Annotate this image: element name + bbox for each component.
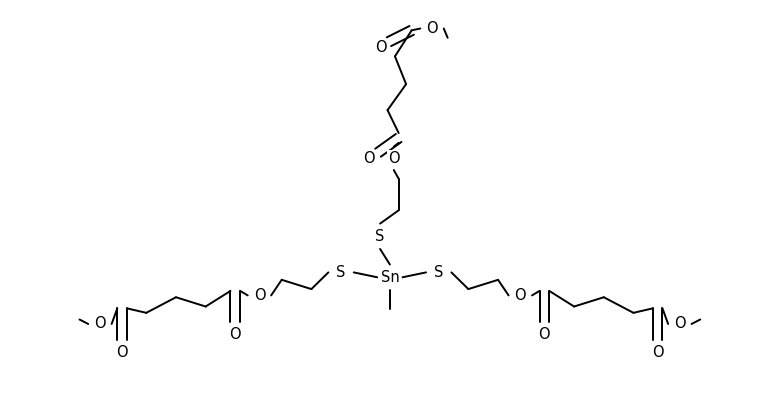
Text: O: O [674,316,685,332]
Text: S: S [336,265,346,280]
Text: O: O [427,21,438,36]
Text: Sn: Sn [380,270,400,285]
Text: O: O [94,316,105,332]
Text: O: O [539,328,551,342]
Text: O: O [375,40,387,55]
Text: O: O [116,345,128,360]
Text: S: S [434,265,444,280]
Text: O: O [514,288,526,303]
Text: S: S [376,229,385,244]
Text: O: O [253,288,265,303]
Text: O: O [651,345,664,360]
Text: O: O [363,151,375,166]
Text: O: O [388,151,400,166]
Text: O: O [229,328,241,342]
